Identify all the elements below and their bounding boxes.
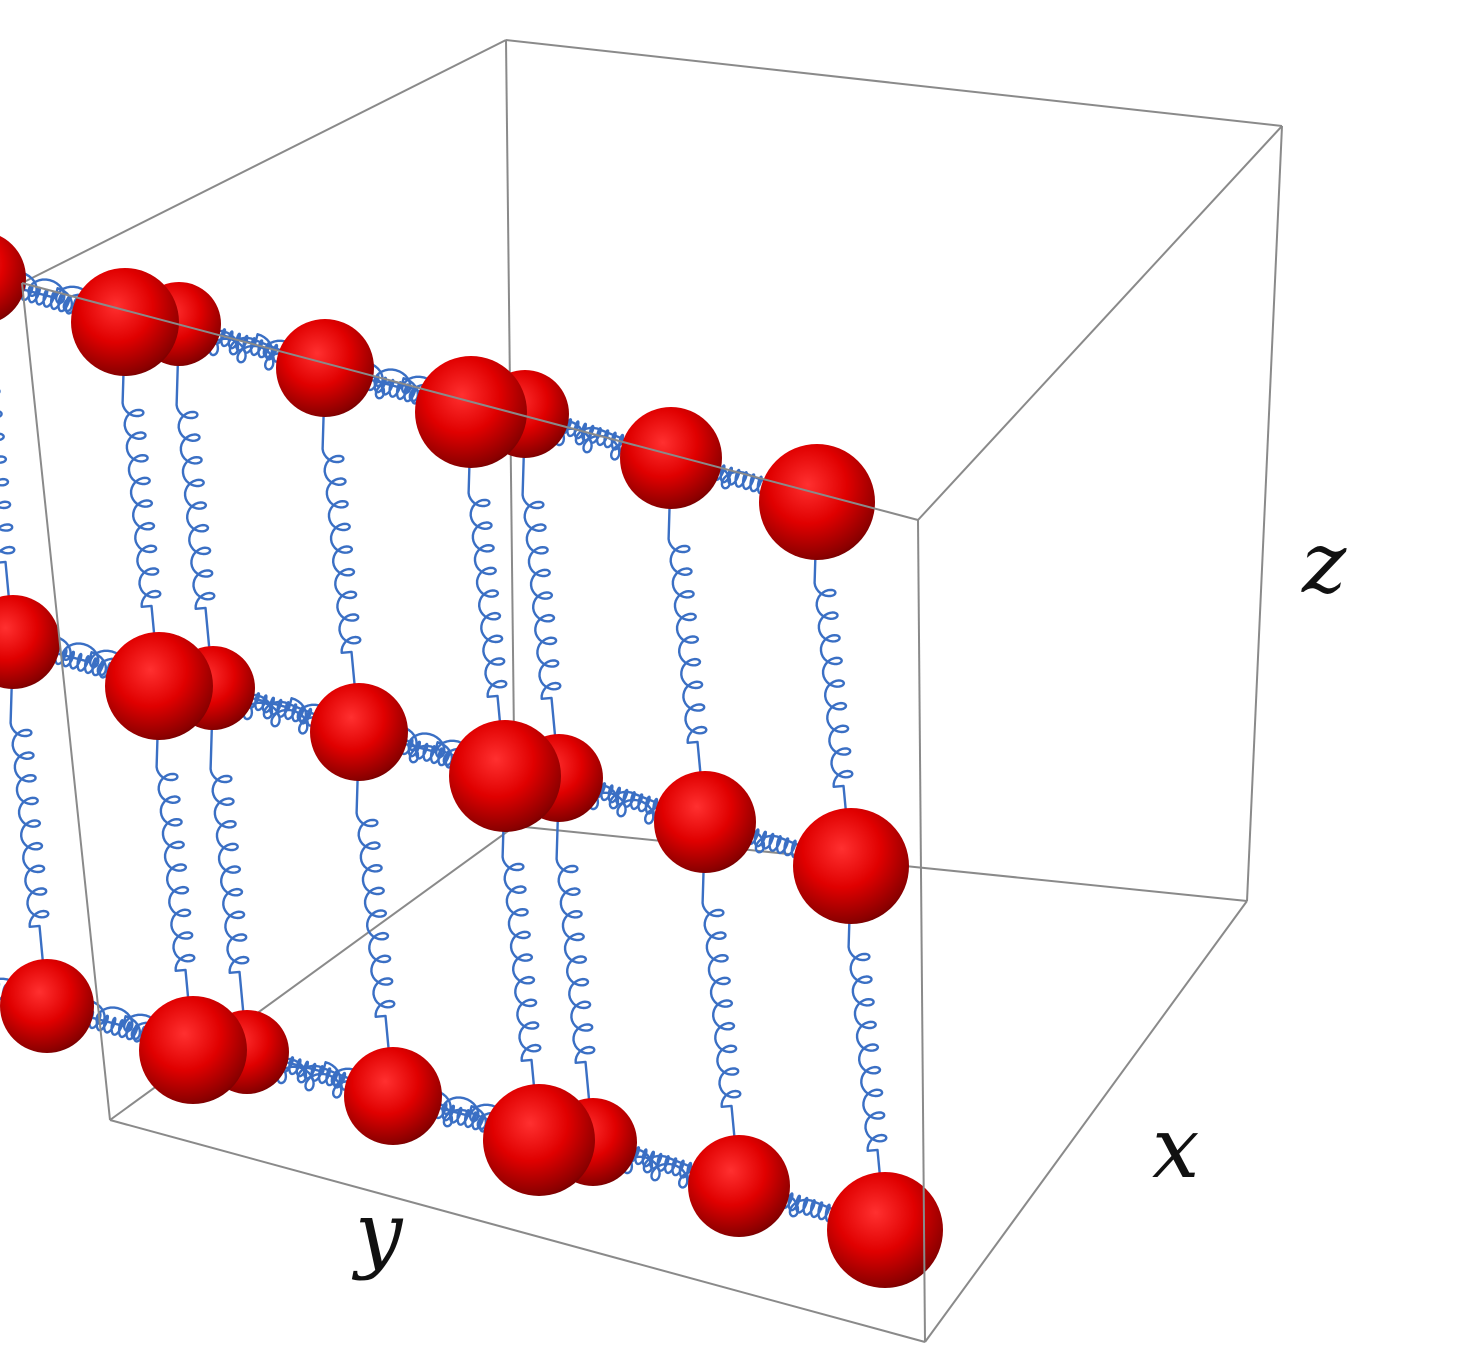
box-edge (1246, 125, 1283, 902)
bounding-box-front-edges (21, 125, 1283, 1343)
spring-z (847, 865, 888, 1231)
box-edge (505, 39, 1283, 127)
spring-z (355, 731, 396, 1097)
lattice-node (415, 356, 527, 468)
axis-label-x: x (1152, 1099, 1199, 1197)
spring-z (155, 685, 196, 1051)
lattice-node (276, 319, 374, 417)
axis-label-y: y (351, 1184, 404, 1282)
spring-z (175, 323, 216, 689)
lattice-node (71, 268, 179, 376)
lattice-node (483, 1084, 595, 1196)
box-edge (917, 125, 1283, 521)
box-edge (21, 282, 919, 521)
lattice-node (654, 771, 756, 873)
spring-z (467, 411, 508, 777)
lattice-node (827, 1172, 943, 1288)
spring-z (121, 321, 162, 687)
lattice-node (139, 996, 247, 1104)
spring-z (521, 413, 562, 779)
bounding-box-back-edges (21, 39, 1283, 1121)
box-edge (924, 900, 1248, 1343)
lattice-node (344, 1047, 442, 1145)
spring-z (209, 687, 250, 1053)
spring-z (0, 389, 16, 643)
spring-z (667, 457, 708, 823)
lattice-node (0, 235, 26, 321)
box-edge (21, 282, 111, 1121)
lattice-node (310, 683, 408, 781)
box-edge (21, 39, 507, 284)
lattice-node (759, 444, 875, 560)
spring-z (813, 501, 854, 867)
spring-z (701, 821, 742, 1187)
axis-label-z: z (1301, 514, 1347, 612)
spring-z (555, 777, 596, 1143)
lattice-node (0, 959, 94, 1053)
lattice-node (105, 632, 213, 740)
spring-z (501, 775, 542, 1141)
lattice-node (0, 595, 60, 689)
box-edge (917, 519, 926, 1343)
lattice-nodes (0, 235, 943, 1288)
lattice-node (793, 808, 909, 924)
lattice-node (688, 1135, 790, 1237)
spring-z (9, 641, 50, 1007)
spring-z (321, 367, 362, 733)
box-edge (109, 1119, 926, 1343)
lattice-node (620, 407, 722, 509)
lattice-node (449, 720, 561, 832)
